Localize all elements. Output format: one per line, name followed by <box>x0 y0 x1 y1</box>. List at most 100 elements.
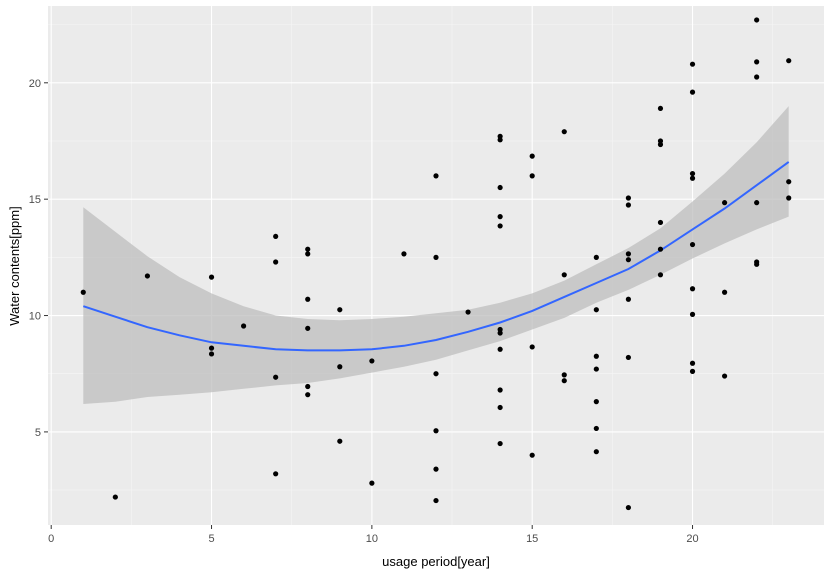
data-point <box>625 195 631 201</box>
data-point <box>273 471 279 477</box>
y-tick-label: 5 <box>35 427 41 439</box>
data-point <box>657 272 664 278</box>
data-point <box>369 480 375 486</box>
data-point <box>721 289 728 295</box>
data-point <box>497 137 503 143</box>
data-point <box>593 353 599 359</box>
data-point <box>561 378 567 384</box>
data-point <box>433 466 439 472</box>
data-point <box>721 200 728 206</box>
data-point <box>497 214 503 220</box>
y-axis-title: Water contents[ppm] <box>7 206 22 325</box>
data-point <box>497 223 503 229</box>
data-point <box>497 184 503 191</box>
data-point <box>369 358 375 364</box>
data-point <box>433 254 439 260</box>
data-point <box>754 200 760 206</box>
data-point <box>497 330 503 336</box>
smooth-line <box>82 161 790 352</box>
data-point <box>208 274 215 280</box>
data-point <box>497 387 503 393</box>
confidence-band <box>83 106 789 404</box>
data-point <box>689 241 696 248</box>
data-point <box>305 392 311 398</box>
data-point <box>80 289 86 295</box>
data-point <box>754 261 760 267</box>
data-point <box>273 374 279 380</box>
data-point <box>689 175 696 181</box>
plot-panel <box>48 6 824 525</box>
data-point <box>144 273 151 279</box>
data-point <box>593 425 599 432</box>
data-point <box>561 372 567 378</box>
x-tick-label: 5 <box>208 533 214 545</box>
data-point <box>305 383 311 390</box>
data-point <box>657 219 664 226</box>
data-point <box>754 74 760 80</box>
data-points <box>80 17 792 511</box>
data-point <box>625 257 631 263</box>
data-point <box>689 170 696 177</box>
data-point <box>689 360 696 366</box>
data-point <box>689 368 696 374</box>
data-point <box>433 173 439 179</box>
y-tick-label: 10 <box>29 311 41 323</box>
data-point <box>721 373 728 379</box>
data-point <box>689 61 696 67</box>
data-point <box>401 251 407 257</box>
data-point <box>625 202 631 208</box>
data-point <box>433 428 439 434</box>
y-tick-label: 20 <box>29 78 41 90</box>
data-point <box>657 141 664 148</box>
data-point <box>625 251 631 257</box>
data-point <box>305 325 311 331</box>
data-point <box>337 307 343 313</box>
data-point <box>689 286 696 292</box>
y-tick-label: 15 <box>29 194 41 206</box>
data-point <box>593 449 599 455</box>
data-point <box>625 504 631 511</box>
data-point <box>593 399 599 405</box>
data-point <box>689 311 696 317</box>
data-point <box>657 105 664 112</box>
data-point <box>593 307 599 313</box>
data-point <box>754 17 760 23</box>
data-point <box>497 404 503 411</box>
data-point <box>786 179 792 185</box>
data-point <box>625 354 631 361</box>
data-point <box>273 233 279 240</box>
data-point <box>754 59 760 65</box>
y-axis-ticks: 5 10 15 20 <box>29 78 48 439</box>
data-point <box>208 345 215 351</box>
data-point <box>561 129 567 135</box>
x-axis-ticks: 0 5 10 15 20 <box>48 525 699 545</box>
data-point <box>112 494 118 500</box>
x-tick-label: 0 <box>48 533 54 545</box>
data-point <box>689 89 696 95</box>
data-point <box>305 296 311 302</box>
data-point <box>497 440 503 447</box>
x-axis-title: usage period[year] <box>382 554 490 569</box>
data-point <box>786 195 792 201</box>
data-point <box>657 246 664 252</box>
x-tick-label: 20 <box>686 533 698 545</box>
x-tick-label: 10 <box>366 533 378 545</box>
data-point <box>273 259 279 265</box>
data-point <box>625 296 631 302</box>
data-point <box>529 344 535 350</box>
data-point <box>593 366 599 372</box>
data-point <box>529 452 535 458</box>
data-point <box>561 272 567 278</box>
data-point <box>305 246 311 252</box>
data-point <box>529 173 535 179</box>
data-point <box>465 309 471 315</box>
data-point <box>337 438 343 444</box>
data-point <box>497 346 503 352</box>
data-point <box>208 351 215 357</box>
data-point <box>593 254 599 260</box>
data-point <box>337 364 343 370</box>
data-point <box>433 371 439 377</box>
data-point <box>529 153 535 159</box>
data-point <box>786 58 792 64</box>
